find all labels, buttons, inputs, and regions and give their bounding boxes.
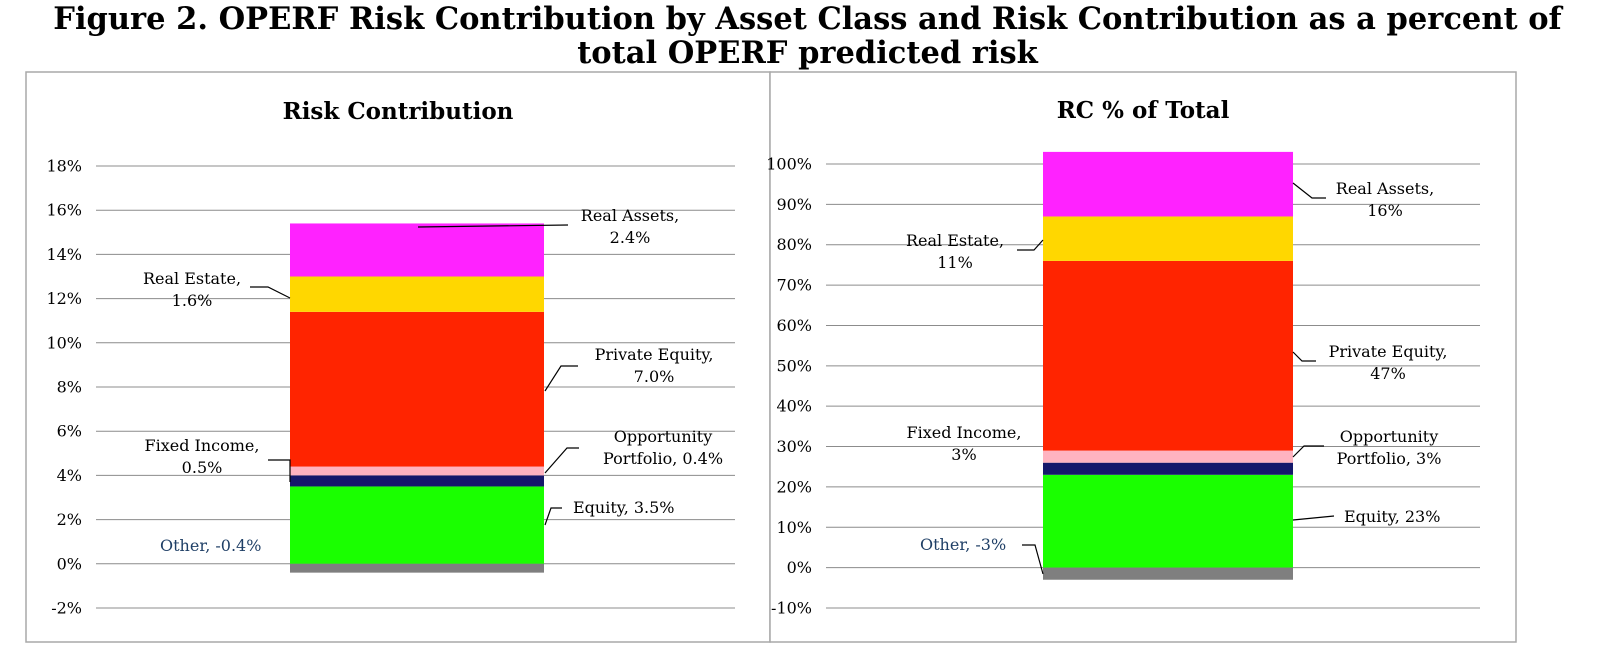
bar-segment-other	[1043, 567, 1293, 580]
bar-segment-private-equity	[1043, 260, 1293, 451]
y-tick-label: 10%	[776, 518, 812, 537]
y-tick-label: 80%	[776, 235, 812, 254]
data-label-private-equity: Private Equity,	[1329, 342, 1448, 361]
y-tick-label: 60%	[776, 316, 812, 335]
y-tick-label: 20%	[776, 477, 812, 496]
bar-segment-opportunity-portfolio	[290, 466, 544, 476]
panel-1-title: Risk Contribution	[283, 98, 514, 125]
y-tick-label: 90%	[776, 195, 812, 214]
data-label-other: Other, -3%	[920, 535, 1006, 554]
y-tick-label: 2%	[57, 510, 82, 529]
risk-contribution-plot: -2% 0% 2% 4% 6% 8% 10% 12% 14% 16% 18% Equity, 3.5%…	[46, 157, 735, 618]
data-label-fixed-income-line-2: 0.5%	[182, 458, 223, 477]
leader-line-opportunity-portfolio	[544, 447, 579, 474]
data-label-real-estate-line-2: 1.6%	[172, 291, 213, 310]
y-tick-label: 4%	[57, 466, 82, 485]
y-tick-label: 0%	[57, 554, 82, 573]
bar-segment-equity	[290, 486, 544, 564]
leader-line-real-estate	[1017, 239, 1044, 251]
figure-title-line-2: total OPERF predicted risk	[577, 35, 1038, 71]
bar-segment-equity	[1043, 474, 1293, 568]
data-label-opportunity-portfolio-line-2: Portfolio, 0.4%	[603, 449, 723, 468]
leader-line-equity	[1292, 515, 1335, 521]
leader-line-real-estate	[250, 286, 291, 299]
y-tick-label: 0%	[787, 558, 812, 577]
bar-segment-real-estate	[290, 276, 544, 312]
bar-segment-fixed-income	[290, 475, 544, 487]
y-tick-label: -10%	[771, 599, 812, 618]
bar-segment-real-estate	[1043, 216, 1293, 261]
data-label-real-estate: Real Estate,	[906, 231, 1004, 250]
leader-line-fixed-income	[268, 459, 291, 482]
leader-line-equity	[544, 507, 562, 526]
leader-line-opportunity-portfolio	[1292, 445, 1324, 458]
bar-segment-opportunity-portfolio	[1043, 450, 1293, 463]
y-tick-label: 30%	[776, 437, 812, 456]
data-label-equity: Equity, 23%	[1344, 507, 1440, 526]
data-label-real-assets-line-2: 2.4%	[610, 228, 651, 247]
data-label-opportunity-portfolio: Opportunity	[1340, 427, 1439, 446]
y-tick-label: 6%	[57, 422, 82, 441]
leader-line-private-equity	[544, 365, 578, 392]
y-tick-label: 12%	[46, 289, 82, 308]
data-label-real-estate: Real Estate,	[143, 269, 241, 288]
y-tick-label: 14%	[46, 245, 82, 264]
figure-title: Figure 2. OPERF Risk Contribution by Ass…	[0, 2, 1615, 70]
y-tick-label: 16%	[46, 201, 82, 220]
data-label-fixed-income: Fixed Income,	[145, 436, 260, 455]
leader-line-real-assets	[417, 224, 569, 228]
bar-segment-real-assets	[290, 223, 544, 277]
data-label-fixed-income: Fixed Income,	[907, 423, 1022, 442]
leader-line-real-assets	[1292, 182, 1326, 199]
y-tick-label: 100%	[766, 155, 812, 174]
data-label-opportunity-portfolio: Opportunity	[614, 427, 713, 446]
leader-line-other	[1022, 544, 1044, 575]
data-label-other: Other, -0.4%	[160, 536, 261, 555]
y-tick-label: 40%	[776, 397, 812, 416]
panel-2-title: RC % of Total	[1057, 97, 1230, 124]
data-label-real-assets-line-2: 16%	[1367, 201, 1403, 220]
data-label-equity: Equity, 3.5%	[573, 498, 675, 517]
data-label-fixed-income-line-2: 3%	[951, 445, 976, 464]
y-tick-label: -2%	[51, 599, 82, 618]
figure-title-line-1: Figure 2. OPERF Risk Contribution by Ass…	[53, 1, 1562, 37]
data-label-private-equity-line-2: 7.0%	[634, 367, 675, 386]
y-tick-label: 8%	[57, 378, 82, 397]
rc-percent-plot: -10% 0% 10% 20% 30% 40% 50% 60% 70% 80% 90% 100% Equ…	[766, 151, 1480, 618]
y-tick-label: 70%	[776, 276, 812, 295]
y-tick-label: 50%	[776, 356, 812, 375]
bar-segment-other	[290, 563, 544, 573]
bar-segment-private-equity	[290, 311, 544, 467]
data-label-real-estate-line-2: 11%	[937, 253, 973, 272]
data-label-private-equity: Private Equity,	[595, 345, 714, 364]
bar-segment-fixed-income	[1043, 462, 1293, 475]
leader-line-private-equity	[1292, 351, 1316, 362]
y-tick-label: 10%	[46, 333, 82, 352]
data-label-real-assets: Real Assets,	[1336, 179, 1434, 198]
data-label-private-equity-line-2: 47%	[1370, 364, 1406, 383]
y-tick-label: 18%	[46, 157, 82, 176]
data-label-opportunity-portfolio-line-2: Portfolio, 3%	[1337, 449, 1442, 468]
bar-segment-real-assets	[1043, 151, 1293, 217]
data-label-real-assets: Real Assets,	[581, 206, 679, 225]
